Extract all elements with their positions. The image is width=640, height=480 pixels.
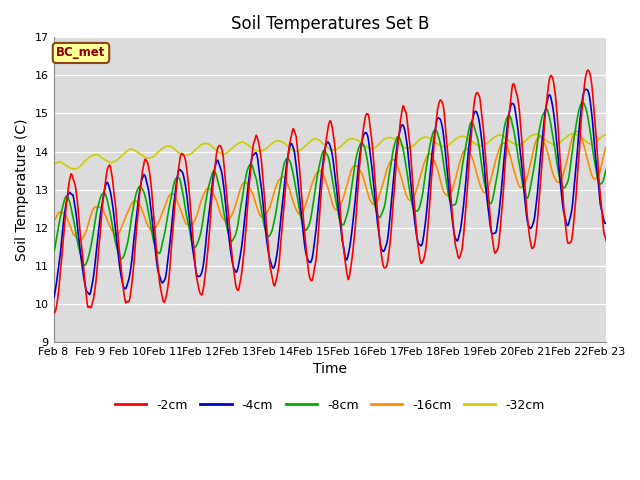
-8cm [323,150,330,156]
-16cm [50,217,58,223]
Title: Soil Temperatures Set B: Soil Temperatures Set B [231,15,429,33]
Line: -8cm: -8cm [54,102,606,265]
Line: -2cm: -2cm [54,70,606,313]
-16cm [376,191,384,197]
-2cm [323,138,330,144]
-2cm [51,310,58,316]
-32cm [431,139,438,145]
-16cm [172,194,179,200]
Legend: -2cm, -4cm, -8cm, -16cm, -32cm: -2cm, -4cm, -8cm, -16cm, -32cm [110,394,550,417]
-8cm [196,235,204,240]
-4cm [171,193,179,199]
Line: -32cm: -32cm [54,133,606,169]
-16cm [602,144,610,150]
-16cm [196,204,204,209]
-4cm [582,86,590,92]
-4cm [321,144,329,150]
-32cm [376,140,384,146]
-32cm [70,166,78,172]
-8cm [376,215,384,220]
Line: -4cm: -4cm [54,89,606,298]
-16cm [552,178,560,184]
-4cm [50,295,58,301]
-32cm [172,147,179,153]
-8cm [431,128,438,133]
-32cm [196,143,204,149]
-8cm [552,157,560,163]
-4cm [552,128,559,134]
-4cm [375,232,383,238]
-16cm [573,129,581,134]
-4cm [602,220,610,226]
-32cm [602,132,610,138]
-2cm [584,67,592,73]
-32cm [552,142,560,147]
-2cm [196,288,204,294]
-8cm [172,176,179,182]
Line: -16cm: -16cm [54,132,606,240]
-2cm [50,309,58,315]
-4cm [195,274,202,279]
-32cm [50,161,58,167]
-2cm [602,238,610,244]
-2cm [431,136,438,142]
-8cm [81,263,88,268]
-8cm [50,249,58,254]
-16cm [431,158,438,164]
-16cm [323,179,330,185]
-32cm [323,144,330,150]
-8cm [602,166,610,172]
-2cm [552,104,560,109]
X-axis label: Time: Time [313,362,347,376]
Y-axis label: Soil Temperature (C): Soil Temperature (C) [15,119,29,261]
-32cm [570,131,577,136]
-4cm [430,139,438,144]
Text: BC_met: BC_met [56,47,106,60]
-2cm [376,238,384,244]
-2cm [172,193,179,199]
-16cm [77,237,84,242]
-8cm [579,99,586,105]
